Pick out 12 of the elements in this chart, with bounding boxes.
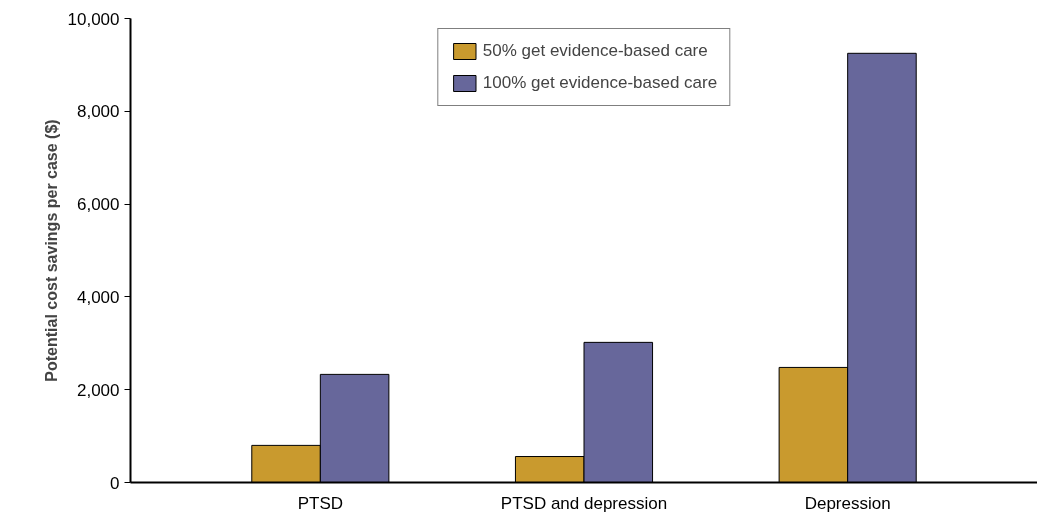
y-tick-label: 6,000: [76, 195, 120, 215]
legend-label: 50% get evidence-based care: [482, 41, 708, 61]
y-tick-label: 4,000: [76, 287, 120, 307]
y-tick-label: 2,000: [76, 380, 120, 400]
legend-label: 100% get evidence-based care: [482, 73, 718, 93]
y-tick-label: 8,000: [76, 102, 120, 122]
y-axis-title: Potential cost savings per case ($): [42, 119, 60, 382]
y-tick-label: 10,000: [67, 9, 120, 29]
x-tick-label: PTSD and depression: [500, 493, 668, 513]
x-tick-label: PTSD: [297, 493, 344, 513]
x-tick-label: Depression: [804, 493, 891, 513]
y-tick-label: 0: [110, 473, 120, 493]
